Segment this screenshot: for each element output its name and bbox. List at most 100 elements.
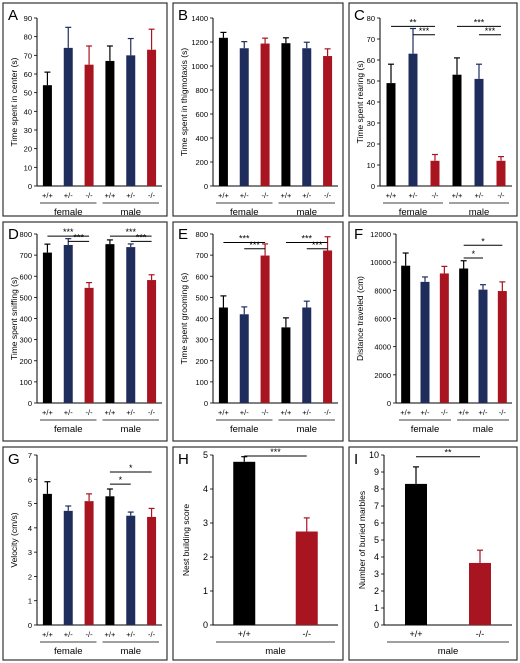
- significance-label: *: [472, 249, 476, 259]
- y-tick-label: 600: [195, 110, 208, 119]
- y-axis-label: Time spent rearing (s): [355, 60, 365, 143]
- bar: [63, 510, 73, 625]
- significance-label: ***: [73, 232, 84, 242]
- y-axis-label: Time spent grooming (s): [179, 272, 189, 364]
- y-tick-label: 5: [374, 535, 379, 545]
- x-tick-label: +/+: [104, 191, 115, 200]
- significance-label: ***: [301, 233, 312, 243]
- bar: [84, 64, 94, 186]
- y-tick-label: 8000: [374, 286, 391, 295]
- y-tick-label: 60: [24, 70, 32, 79]
- bar: [497, 291, 507, 403]
- bar: [405, 483, 427, 625]
- y-tick-label: 20: [367, 140, 375, 149]
- x-tick-label: +/+: [280, 191, 291, 200]
- significance-label: ***: [125, 227, 136, 237]
- bar: [323, 56, 333, 186]
- y-tick-label: 5: [28, 500, 32, 509]
- x-tick-label: +/+: [218, 191, 229, 200]
- bar: [239, 314, 249, 403]
- x-tick-label: +/-: [409, 191, 418, 200]
- y-tick-label: 4: [28, 524, 32, 533]
- y-axis-label: Time spent sniffing (s): [9, 277, 19, 360]
- bar: [302, 307, 312, 403]
- significance-label: *: [481, 236, 485, 246]
- group-label: male: [469, 207, 490, 218]
- y-tick-label: 4000: [374, 343, 391, 352]
- bar: [478, 289, 488, 403]
- y-tick-label: 30: [367, 119, 375, 128]
- panel-f: F 0 2000 4000 6000 8000 10000 12000 Distance tra…: [348, 221, 518, 442]
- panel-a: A 0 10 20 30 40 50 60 70 80 90 Time spent in center…: [2, 2, 168, 218]
- bar: [218, 307, 228, 403]
- group-label: male: [473, 424, 494, 435]
- y-tick-label: 7: [374, 501, 379, 511]
- y-tick-label: 12000: [370, 230, 391, 239]
- bar: [408, 53, 418, 187]
- significance-label: *: [119, 475, 123, 485]
- y-tick-label: 30: [24, 126, 32, 135]
- significance-label: ***: [239, 233, 250, 243]
- y-tick-label: 2: [203, 552, 208, 562]
- panel-letter: D: [8, 226, 19, 243]
- x-tick-label: -/-: [86, 191, 94, 200]
- group-label: male: [296, 207, 317, 218]
- y-tick-label: 1: [374, 603, 379, 613]
- group-label: female: [54, 424, 83, 435]
- group-label: female: [230, 207, 259, 218]
- group-label: male: [120, 207, 141, 218]
- bar: [260, 43, 270, 187]
- y-tick-label: 0: [371, 182, 375, 191]
- y-tick-label: 40: [24, 107, 32, 116]
- panel-b: B 0 200 400 600 800 1000 1200 1400 Time spent in …: [172, 2, 344, 218]
- panel-letter: C: [354, 7, 365, 24]
- x-tick-label: -/-: [499, 408, 507, 417]
- y-tick-label: 100: [195, 378, 208, 387]
- x-tick-label: -/-: [262, 408, 270, 417]
- y-tick-label: 0: [204, 399, 208, 408]
- y-tick-label: 70: [367, 35, 375, 44]
- x-tick-label: +/-: [64, 630, 73, 639]
- y-tick-label: 80: [24, 33, 32, 42]
- y-tick-label: 40: [367, 98, 375, 107]
- x-tick-label: +/-: [479, 408, 488, 417]
- bar: [84, 287, 94, 403]
- y-tick-label: 200: [19, 357, 32, 366]
- y-tick-label: 1400: [191, 14, 208, 23]
- x-tick-label: +/-: [126, 630, 135, 639]
- y-tick-label: 3: [203, 518, 208, 528]
- bar: [147, 516, 157, 625]
- x-tick-label: -/-: [86, 630, 94, 639]
- y-tick-label: 400: [19, 315, 32, 324]
- x-tick-label: +/-: [64, 408, 73, 417]
- significance-label: ***: [474, 17, 485, 27]
- group-label: male: [120, 424, 141, 435]
- y-tick-label: 6: [374, 518, 379, 528]
- panel-letter: E: [178, 226, 188, 243]
- group-label: male: [296, 424, 317, 435]
- x-tick-label: +/+: [400, 408, 411, 417]
- x-tick-label: +/+: [218, 408, 229, 417]
- y-tick-label: 60: [367, 56, 375, 65]
- x-tick-label: +/-: [475, 191, 484, 200]
- y-axis-label: Number of buried marbles: [357, 491, 367, 589]
- x-tick-label: -/-: [148, 630, 156, 639]
- y-tick-label: 50: [24, 89, 32, 98]
- y-tick-label: 2: [28, 572, 32, 581]
- x-tick-label: +/-: [421, 408, 430, 417]
- bar: [42, 493, 52, 625]
- bar: [260, 255, 270, 403]
- significance-label: ***: [136, 232, 147, 242]
- y-axis-label: Velocity (cm/s): [9, 512, 19, 567]
- bar: [496, 160, 506, 186]
- bar: [474, 78, 484, 186]
- significance-label: ***: [249, 240, 260, 250]
- y-tick-label: 300: [19, 336, 32, 345]
- y-tick-label: 1000: [191, 62, 208, 71]
- x-tick-label: +/+: [452, 191, 463, 200]
- panel-letter: A: [8, 7, 18, 24]
- y-tick-label: 0: [374, 620, 379, 630]
- y-axis-label: Distance traveled (cm): [355, 276, 365, 361]
- y-tick-label: 90: [24, 14, 32, 23]
- significance-label: ***: [485, 26, 496, 36]
